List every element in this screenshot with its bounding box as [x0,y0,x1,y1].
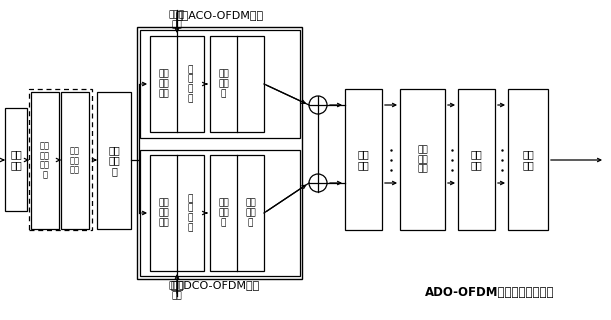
Text: 里
叶
变
换: 里 叶 变 换 [188,65,193,103]
Bar [140,30,300,138]
Text: 并串
转换: 并串 转换 [470,149,482,170]
Text: 插入
导频: 插入 导频 [357,149,370,170]
Text: 映射
数据
增强: 映射 数据 增强 [70,146,80,175]
Text: 里
叶
变
换: 里 叶 变 换 [188,194,193,232]
Text: 生成DCO-OFDM信号: 生成DCO-OFDM信号 [170,280,260,290]
Text: ADO-OFDM系统改进的发射端: ADO-OFDM系统改进的发射端 [425,285,555,299]
Text: 生成ACO-OFDM信号: 生成ACO-OFDM信号 [176,10,264,20]
Bar [458,89,495,230]
Text: 逆快
速傅
变换: 逆快 速傅 变换 [158,199,169,227]
Bar [29,89,92,230]
Text: 插入
循环
前缀: 插入 循环 前缀 [417,145,428,174]
Text: 奇数子
载波: 奇数子 载波 [169,11,185,29]
Bar [508,89,548,230]
Text: 非对
称限
幅: 非对 称限 幅 [218,70,229,98]
Text: 厄米
特对
称: 厄米 特对 称 [108,145,120,176]
Text: 光调
制器: 光调 制器 [522,149,534,170]
Bar [140,150,300,276]
Text: 加直
流偏
置: 加直 流偏 置 [245,199,256,227]
Bar [210,36,264,132]
Text: 串行
数据: 串行 数据 [10,149,22,170]
Bar [210,155,264,271]
Bar [31,92,59,229]
Bar [61,92,89,229]
Bar [137,27,302,279]
Text: 和限
幅校
正: 和限 幅校 正 [218,199,229,227]
Bar [150,155,204,271]
Text: 串并
转换
和映
射: 串并 转换 和映 射 [40,141,50,180]
Text: 偶数子
载波: 偶数子 载波 [169,282,185,300]
Text: 逆快
速傅
变换: 逆快 速傅 变换 [158,70,169,98]
Bar [5,108,27,211]
Bar [150,36,204,132]
Bar [400,89,445,230]
Bar [97,92,131,229]
Bar [345,89,382,230]
